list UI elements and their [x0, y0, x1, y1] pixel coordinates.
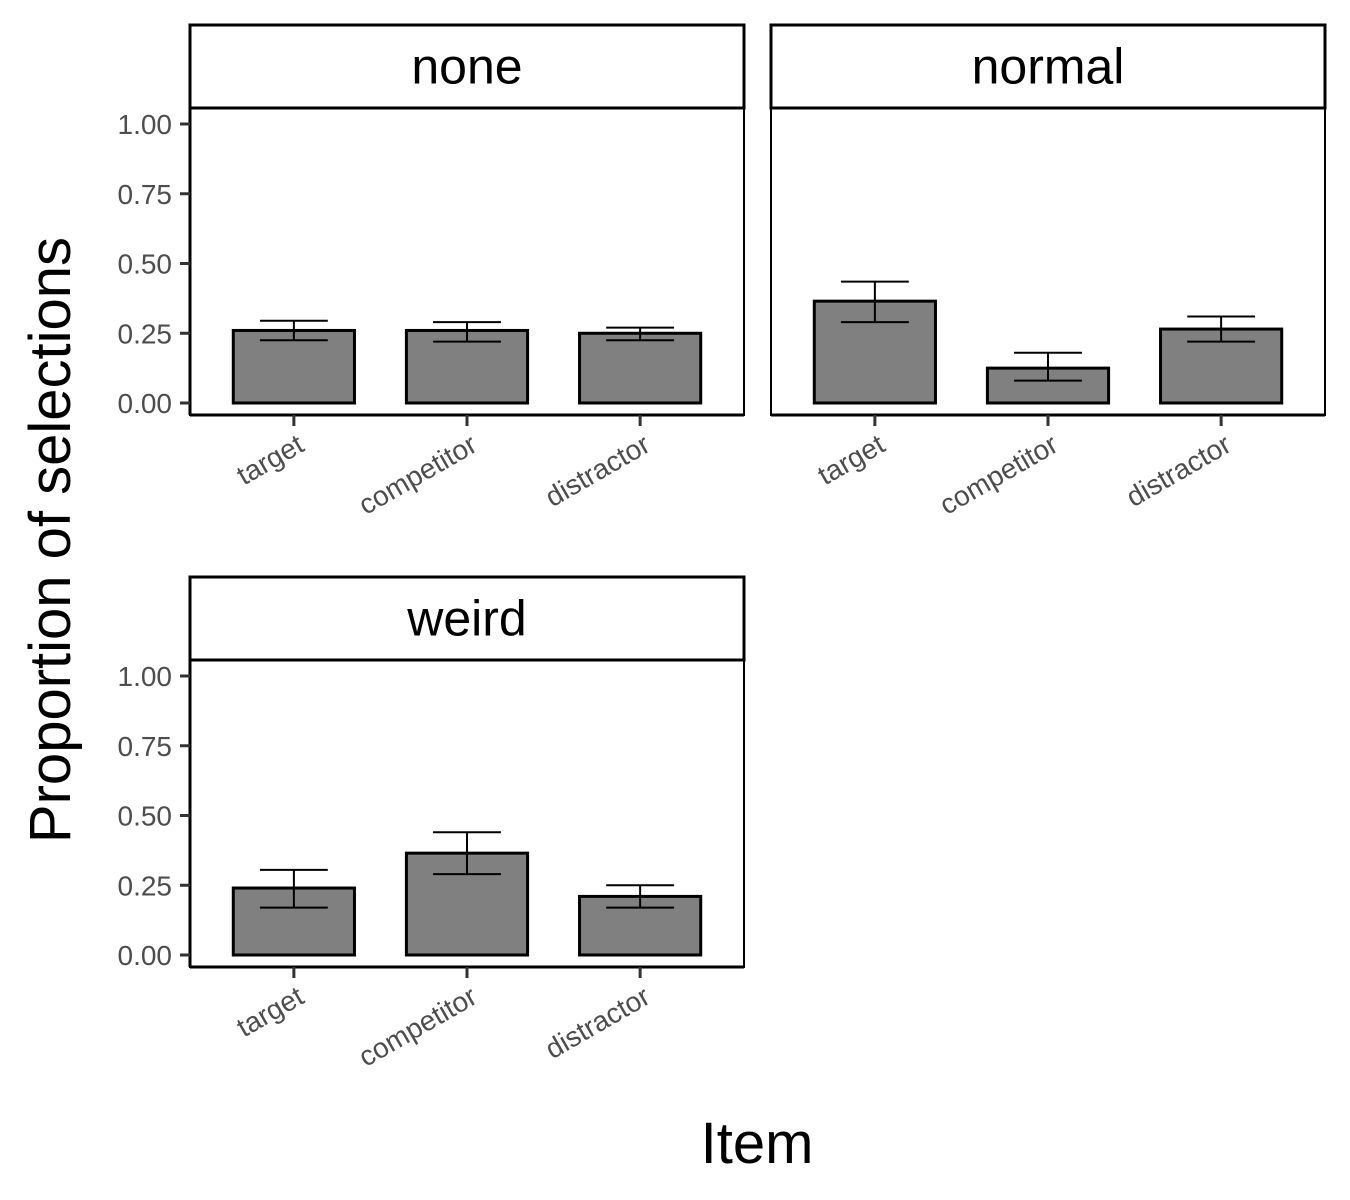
strip-box	[188, 23, 746, 110]
x-tick-label-target: target	[231, 428, 309, 491]
strip-label: normal	[972, 39, 1125, 95]
strip-box	[188, 575, 746, 662]
y-tick-label: 0.75	[118, 731, 173, 762]
strip-box	[769, 23, 1327, 110]
facet-panel-none: none 0.00 0.25 0.50 0.75 1.00 target competitor…	[118, 23, 746, 521]
facet-panel-normal: normal target competitor distractor	[769, 23, 1327, 521]
x-tick-label-competitor: competitor	[353, 428, 482, 520]
y-tick-label: 0.25	[118, 318, 173, 349]
y-tick-label: 0.25	[118, 870, 173, 901]
y-tick-label: 0.50	[118, 801, 173, 832]
x-tick-label-distractor: distractor	[1121, 428, 1236, 512]
strip-label: none	[411, 39, 522, 95]
y-tick-label: 0.00	[118, 388, 173, 419]
bar-target	[231, 328, 356, 405]
x-tick-label-target: target	[231, 980, 309, 1043]
strip-label: weird	[406, 591, 526, 647]
x-tick-label-competitor: competitor	[353, 980, 482, 1072]
facet-panel-weird: weird 0.00 0.25 0.50 0.75 1.00 target competito…	[118, 575, 746, 1073]
y-tick-label: 0.00	[118, 940, 173, 971]
x-axis-title: Item	[701, 1111, 814, 1176]
y-axis-title: Proportion of selections	[18, 237, 83, 843]
bar-distractor	[578, 331, 703, 405]
x-tick-label-competitor: competitor	[934, 428, 1063, 520]
x-tick-label-distractor: distractor	[540, 980, 655, 1064]
y-tick-label: 0.75	[118, 179, 173, 210]
x-tick-label-distractor: distractor	[540, 428, 655, 512]
y-tick-label: 1.00	[118, 661, 173, 692]
y-tick-label: 1.00	[118, 109, 173, 140]
panels-layer: none 0.00 0.25 0.50 0.75 1.00 target competitor…	[118, 23, 1327, 1073]
y-tick-label: 0.50	[118, 249, 173, 280]
x-tick-label-target: target	[812, 428, 890, 491]
